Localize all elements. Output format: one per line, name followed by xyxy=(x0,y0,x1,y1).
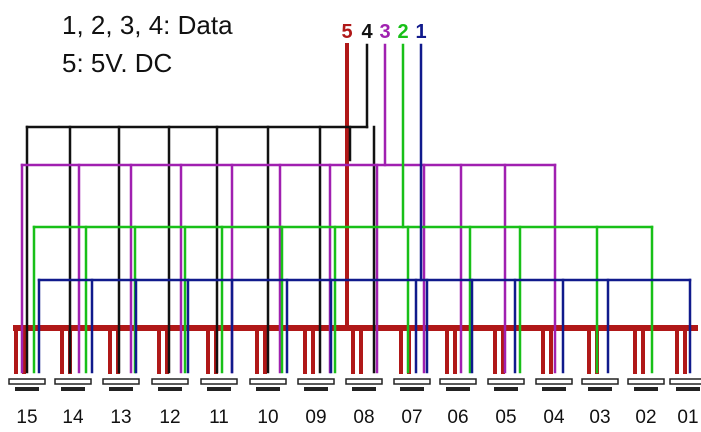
module-base-09 xyxy=(304,387,328,391)
line-label-2: 2 xyxy=(397,21,408,43)
module-connector-13 xyxy=(102,378,140,385)
line-label-3: 3 xyxy=(379,21,390,43)
legend: 1, 2, 3, 4: Data 5: 5V. DC xyxy=(62,6,233,82)
module-label-14: 14 xyxy=(62,407,84,428)
module-base-10 xyxy=(256,387,280,391)
module-base-03 xyxy=(588,387,612,391)
module-connector-14 xyxy=(54,378,92,385)
module-connector-05 xyxy=(487,378,525,385)
module-connector-04 xyxy=(535,378,573,385)
module-base-11 xyxy=(207,387,231,391)
module-label-05: 05 xyxy=(495,407,516,428)
line-label-4: 4 xyxy=(361,21,373,43)
module-base-15 xyxy=(15,387,39,391)
module-base-05 xyxy=(494,387,518,391)
module-base-01 xyxy=(676,387,700,391)
module-connector-08 xyxy=(345,378,383,385)
legend-data-lines: 1, 2, 3, 4: Data xyxy=(62,10,233,40)
module-connector-02 xyxy=(627,378,665,385)
module-label-15: 15 xyxy=(16,407,37,428)
module-connector-09 xyxy=(297,378,335,385)
module-label-13: 13 xyxy=(110,407,131,428)
line-label-1: 1 xyxy=(415,21,426,43)
module-connector-15 xyxy=(8,378,46,385)
module-base-04 xyxy=(542,387,566,391)
module-connector-10 xyxy=(249,378,287,385)
module-label-01: 01 xyxy=(677,407,698,428)
module-label-06: 06 xyxy=(447,407,468,428)
module-connector-11 xyxy=(200,378,238,385)
legend-power-line: 5: 5V. DC xyxy=(62,48,173,78)
module-label-03: 03 xyxy=(589,407,610,428)
module-label-07: 07 xyxy=(401,407,422,428)
module-label-12: 12 xyxy=(159,407,180,428)
module-base-13 xyxy=(109,387,133,391)
module-label-10: 10 xyxy=(257,407,278,428)
module-base-07 xyxy=(400,387,424,391)
module-base-02 xyxy=(634,387,658,391)
module-label-04: 04 xyxy=(543,407,565,428)
module-label-11: 11 xyxy=(209,407,229,428)
module-connector-03 xyxy=(581,378,619,385)
module-label-02: 02 xyxy=(635,407,656,428)
module-label-08: 08 xyxy=(353,407,374,428)
module-connector-12 xyxy=(151,378,189,385)
module-label-09: 09 xyxy=(305,407,326,428)
module-base-06 xyxy=(446,387,470,391)
line-label-5: 5 xyxy=(341,21,352,43)
module-connector-06 xyxy=(439,378,477,385)
module-base-14 xyxy=(61,387,85,391)
module-base-12 xyxy=(158,387,182,391)
module-connector-01 xyxy=(669,378,701,385)
module-base-08 xyxy=(352,387,376,391)
module-connector-07 xyxy=(393,378,431,385)
